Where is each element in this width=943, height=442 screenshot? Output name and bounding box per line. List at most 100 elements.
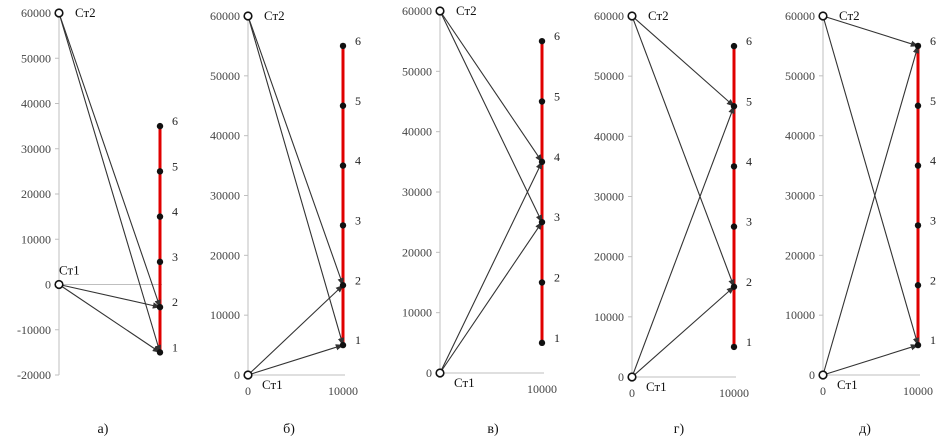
station-label: Ст2: [75, 5, 96, 20]
station-marker: [818, 11, 828, 21]
chart-panel: 0 10000 20000 30000 40000 50000 60000 0 10000 1 2 3…: [785, 8, 936, 437]
point-label: 4: [172, 205, 178, 219]
station-marker: [243, 11, 253, 21]
point-marker: [730, 163, 738, 170]
point-marker: [156, 258, 164, 266]
y-tick-label: 50000: [785, 69, 815, 83]
station-label: Ст2: [648, 8, 669, 23]
point-label: 2: [355, 273, 361, 287]
ray-arrow: [822, 45, 920, 376]
point-marker: [339, 341, 347, 349]
point-label: 3: [930, 213, 936, 227]
ray-arrow: [439, 10, 543, 223]
panel-caption: б): [283, 422, 295, 437]
y-tick-label: 60000: [594, 9, 624, 23]
point-label: 5: [355, 94, 361, 108]
y-tick-label: 20000: [785, 248, 815, 262]
ray-arrow: [631, 105, 735, 378]
y-tick-label: 60000: [21, 6, 51, 20]
ray-arrow: [822, 15, 920, 346]
point-label: 5: [746, 94, 752, 108]
point-label: 6: [930, 34, 936, 48]
point-marker: [730, 343, 738, 351]
y-tick-label: 40000: [594, 129, 624, 143]
point-marker: [914, 162, 922, 169]
station-label: Ст1: [59, 263, 80, 278]
point-marker: [339, 282, 347, 289]
x-tick-label: 0: [629, 386, 635, 400]
x-tick-label: 10000: [527, 382, 557, 396]
station-label: Ст2: [456, 3, 477, 18]
ray-arrow: [247, 284, 344, 376]
y-tick-label: 30000: [785, 189, 815, 203]
point-label: 3: [554, 210, 560, 224]
point-marker: [914, 282, 922, 289]
station-marker: [435, 368, 445, 378]
point-marker: [538, 339, 546, 347]
point-marker: [730, 103, 738, 110]
point-label: 1: [746, 335, 752, 349]
station-marker: [627, 372, 637, 382]
station-marker: [54, 279, 64, 290]
ray-arrow: [247, 15, 345, 346]
x-tick-label: 10000: [328, 384, 358, 398]
ray-arrow: [58, 12, 162, 354]
y-tick-label: 50000: [594, 69, 624, 83]
station-label: Ст2: [264, 8, 285, 23]
y-tick-label: 40000: [21, 97, 51, 111]
point-label: 4: [355, 154, 361, 168]
ray-arrow: [247, 344, 344, 376]
station-label: Ст1: [454, 375, 475, 390]
station-label: Ст1: [646, 379, 667, 394]
point-marker: [156, 213, 164, 220]
station-marker: [627, 11, 637, 21]
y-tick-label: 0: [45, 278, 51, 292]
y-tick-label: 10000: [402, 306, 432, 320]
y-tick-label: -10000: [17, 323, 51, 337]
point-marker: [538, 158, 546, 166]
ray-arrow: [822, 344, 919, 376]
station-label: Ст2: [839, 8, 860, 23]
point-label: 2: [172, 295, 178, 309]
y-tick-label: 50000: [21, 51, 51, 65]
point-label: 2: [746, 275, 752, 289]
station-label: Ст1: [837, 377, 858, 392]
y-tick-label: 0: [234, 368, 240, 382]
point-marker: [730, 42, 738, 50]
ray-arrow: [631, 15, 735, 288]
x-tick-label: 10000: [719, 386, 749, 400]
ray-arrow: [631, 286, 735, 378]
y-tick-label: 10000: [785, 308, 815, 322]
y-tick-label: 50000: [402, 64, 432, 78]
point-marker: [914, 102, 922, 109]
point-label: 6: [172, 114, 178, 128]
station-marker: [435, 6, 445, 16]
y-tick-label: 40000: [210, 129, 240, 143]
x-tick-label: 0: [820, 384, 826, 398]
y-tick-label: 20000: [402, 245, 432, 259]
chart-panel: -20000 -10000 0 10000 20000 30000 40000 50000 60…: [17, 5, 178, 437]
point-label: 5: [172, 159, 178, 173]
station-label: Ст1: [262, 377, 283, 392]
point-marker: [730, 223, 738, 230]
chart-panel: 0 10000 20000 30000 40000 50000 60000 0 10000 1 2 3…: [594, 8, 752, 437]
y-tick-label: 30000: [402, 185, 432, 199]
point-marker: [538, 98, 546, 105]
point-label: 2: [930, 273, 936, 287]
panel-caption: а): [98, 422, 109, 437]
station-marker: [243, 370, 253, 380]
y-tick-label: 40000: [785, 129, 815, 143]
point-label: 6: [746, 34, 752, 48]
y-tick-label: 0: [426, 366, 432, 380]
point-marker: [156, 168, 164, 175]
point-marker: [156, 122, 164, 130]
y-tick-label: 10000: [21, 232, 51, 246]
point-marker: [538, 218, 546, 226]
station-marker: [818, 370, 828, 380]
point-label: 5: [930, 94, 936, 108]
ray-arrow: [439, 10, 543, 163]
y-tick-label: 20000: [210, 248, 240, 262]
point-label: 4: [746, 154, 752, 168]
